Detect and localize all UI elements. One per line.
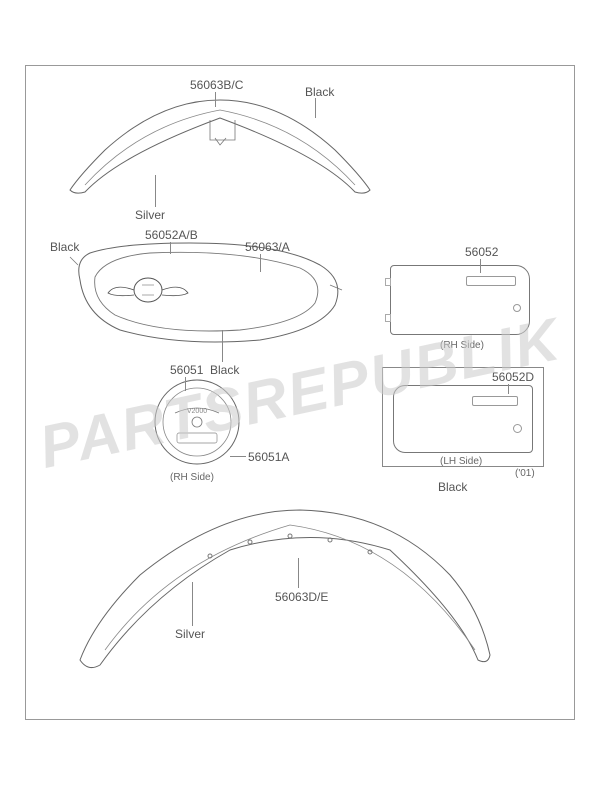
label-lh-panel-side: (LH Side) bbox=[440, 456, 482, 467]
leader bbox=[508, 384, 509, 394]
fuel-tank-drawing bbox=[60, 235, 350, 355]
label-lh-panel-black: Black bbox=[438, 480, 467, 494]
label-lh-panel-year: ('01) bbox=[515, 468, 535, 479]
label-tank-code-top: 56063/A bbox=[245, 240, 290, 254]
leader bbox=[185, 377, 186, 391]
label-rear-fender-silver: Silver bbox=[175, 627, 205, 641]
leader bbox=[480, 259, 481, 273]
label-air-cleaner-code: 56051 bbox=[170, 363, 203, 377]
leader bbox=[230, 456, 246, 457]
label-front-fender-code: 56063B/C bbox=[190, 78, 243, 92]
leader bbox=[155, 175, 156, 207]
leader bbox=[298, 558, 299, 588]
leader bbox=[215, 92, 216, 107]
leader bbox=[170, 242, 171, 254]
leader bbox=[192, 582, 193, 626]
rh-side-panel-drawing bbox=[390, 265, 530, 335]
label-rh-panel-side: (RH Side) bbox=[440, 340, 484, 351]
leader bbox=[315, 98, 316, 118]
front-fender-drawing bbox=[60, 90, 380, 210]
label-air-cleaner-side: (RH Side) bbox=[170, 472, 214, 483]
label-rear-fender-code: 56063D/E bbox=[275, 590, 328, 604]
label-rh-panel-code: 56052 bbox=[465, 245, 498, 259]
label-air-cleaner-code-a: 56051A bbox=[248, 450, 289, 464]
label-front-fender-silver: Silver bbox=[135, 208, 165, 222]
label-tank-code-left: 56052A/B bbox=[145, 228, 198, 242]
leader bbox=[260, 254, 261, 272]
leader bbox=[222, 330, 223, 362]
label-tank-black-upper: Black bbox=[50, 240, 79, 254]
lh-side-panel-drawing bbox=[393, 385, 533, 453]
label-front-fender-black: Black bbox=[305, 85, 334, 99]
label-lh-panel-code: 56052D bbox=[492, 370, 534, 384]
svg-text:V2000: V2000 bbox=[187, 408, 207, 415]
